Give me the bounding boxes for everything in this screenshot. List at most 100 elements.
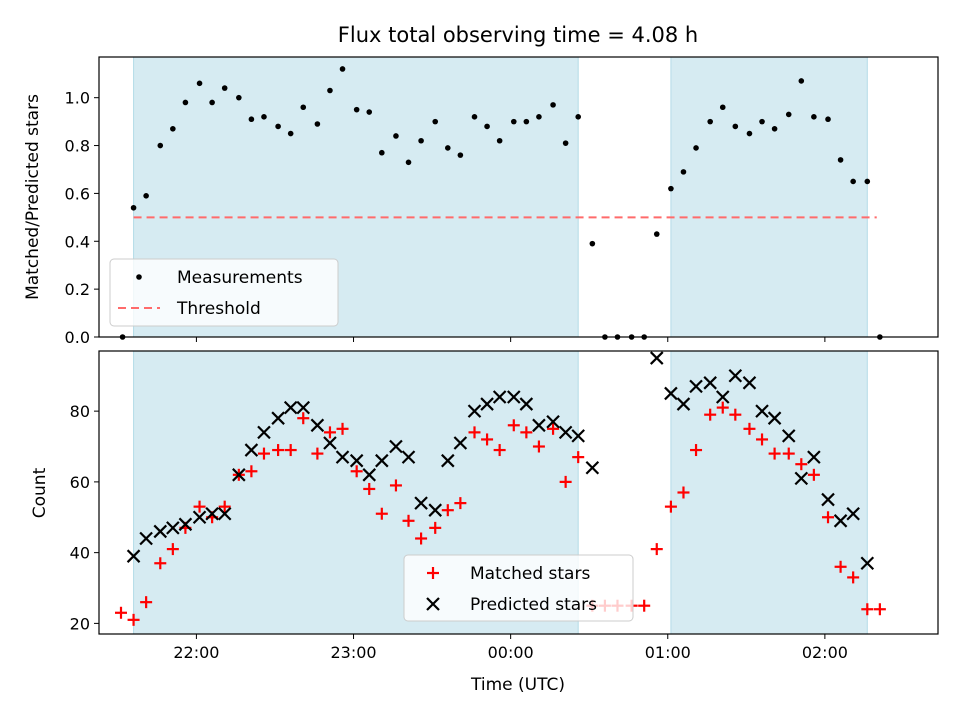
predicted-legend-marker (426, 597, 440, 611)
predicted-star-point (205, 506, 219, 521)
predicted-star-point (296, 400, 311, 415)
predicted-star-point (507, 390, 521, 404)
predicted-star-point (257, 425, 271, 440)
matched-star-point (807, 468, 820, 481)
measurement-point (550, 102, 556, 108)
y-tick-label: 40 (70, 544, 90, 563)
measurement-point (484, 123, 490, 130)
matched-star-point (311, 447, 324, 460)
predicted-star-point (664, 386, 678, 401)
measurement-point (771, 125, 778, 132)
measurement-point (785, 111, 792, 118)
predicted-star-point (755, 404, 769, 418)
matched-star-point (664, 500, 677, 513)
predicted-star-point (283, 400, 298, 415)
measurement-point (850, 178, 856, 185)
matched-star-point (704, 408, 717, 421)
matched-star-point (245, 465, 258, 478)
predicted-star-point (833, 514, 848, 528)
matched-star-point (127, 613, 140, 626)
predicted-star-point (362, 468, 377, 482)
measurement-point (510, 118, 517, 125)
y-tick-label: 20 (70, 614, 90, 633)
x-tick-label: 23:00 (330, 643, 376, 662)
measurement-point (353, 106, 360, 113)
predicted-star-point (453, 436, 468, 450)
matched-star-point (847, 571, 860, 584)
measurement-point (209, 99, 215, 106)
matched-star-point (454, 497, 467, 510)
matched-star-point (507, 419, 520, 432)
ratio-panel-frame (98, 56, 939, 338)
predicted-star-point (335, 450, 350, 464)
predicted-star-point (428, 503, 443, 517)
matched-star-point (638, 599, 651, 612)
predicted-star-point (310, 418, 325, 433)
measurement-point (732, 123, 739, 130)
matched-star-point (441, 504, 454, 517)
predicted-star-point (401, 450, 416, 464)
predicted-star-point (703, 376, 717, 390)
measurement-point (432, 118, 439, 125)
matched-star-point (402, 514, 415, 527)
predicted-star-point (166, 521, 180, 535)
matched-star-point (140, 596, 153, 609)
predicted-star-point (139, 531, 153, 546)
predicted-star-point (492, 390, 507, 404)
measurement-point (562, 140, 569, 146)
measurement-point (261, 114, 267, 120)
predicted-star-point (244, 443, 259, 457)
measurement-point (170, 125, 176, 132)
predicted-star-point (585, 460, 600, 475)
measurement-point (589, 240, 596, 247)
measurement-point (236, 94, 242, 101)
measurements-legend-label: Measurements (177, 268, 303, 288)
measurement-point (444, 145, 451, 151)
count-y-axis-label: Count (30, 467, 50, 518)
x-tick-label: 02:00 (802, 643, 848, 662)
y-tick-label: 0.0 (65, 328, 90, 347)
x-axis-label: Time (UTC) (470, 675, 565, 695)
predicted-star-point (532, 418, 546, 433)
matched-star-point (782, 447, 795, 460)
predicted-star-point (649, 351, 664, 365)
measurement-point (327, 87, 333, 94)
measurement-point (339, 66, 346, 72)
predicted-star-point (480, 397, 494, 411)
observing-window-band (670, 56, 868, 338)
predicted-star-point (178, 517, 193, 532)
y-tick-label: 60 (70, 473, 90, 492)
matched-star-point (323, 426, 336, 439)
matched-star-point (389, 479, 402, 492)
matched-legend-label: Matched stars (470, 564, 590, 584)
measurement-point (864, 178, 871, 185)
measurement-point (130, 204, 137, 211)
y-tick-label: 0.2 (65, 280, 90, 299)
measurement-point (405, 159, 412, 166)
matched-legend-marker (427, 567, 439, 579)
matched-star-point (743, 422, 756, 435)
predicted-star-point (558, 425, 573, 440)
matched-star-point (520, 426, 533, 439)
matched-star-point (834, 560, 847, 573)
predicted-star-point (126, 549, 141, 563)
x-tick-label: 01:00 (645, 643, 691, 662)
measurement-point (300, 104, 307, 111)
measurement-point (157, 142, 164, 149)
x-tick-label: 22:00 (173, 643, 219, 662)
measurement-point (143, 193, 149, 199)
count-legend-box (403, 554, 634, 622)
predicted-star-point (153, 524, 168, 539)
measurement-point (379, 149, 385, 156)
ratio-legend: Measurements Threshold (109, 258, 339, 327)
matched-star-point (768, 447, 781, 460)
count-panel-frame (98, 350, 939, 635)
measurement-point (759, 118, 765, 125)
measurement-point (719, 104, 726, 111)
predicted-star-point (676, 397, 691, 411)
measurement-point (287, 130, 294, 137)
matched-star-point (677, 486, 690, 499)
predicted-star-point (821, 492, 835, 507)
predicted-star-point (375, 453, 389, 468)
